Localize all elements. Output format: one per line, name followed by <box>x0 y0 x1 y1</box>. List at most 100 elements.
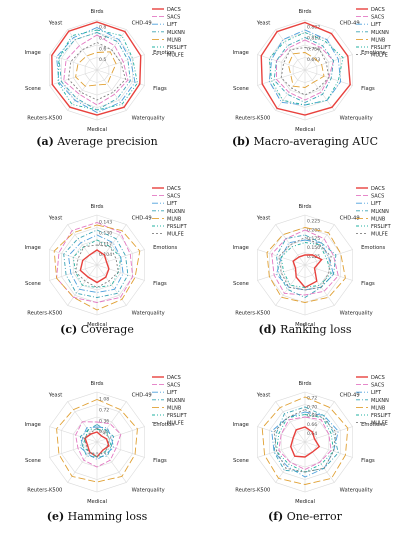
series-line-dacs <box>79 249 110 284</box>
axis-label: Birds <box>90 381 103 387</box>
series-line-mulfe <box>83 427 111 454</box>
series-line-mlnb <box>75 51 117 87</box>
axis-label: Scene <box>25 458 41 464</box>
grid-spoke <box>96 441 145 458</box>
ring-tick-label: 0.36 <box>99 418 109 424</box>
grid-spoke <box>96 54 145 71</box>
series-line-sacs <box>56 222 134 303</box>
grid-spoke <box>275 224 306 266</box>
axis-label: Reuters-K500 <box>27 116 62 122</box>
series-line-mulfe <box>280 47 330 96</box>
grid-spoke <box>304 441 353 458</box>
axis-label: Reuters-K500 <box>27 311 62 317</box>
grid-spoke <box>49 426 98 443</box>
axis-label: Waterquality <box>132 311 165 317</box>
axis-label: Scene <box>233 281 249 287</box>
legend-label: SACS <box>167 383 180 389</box>
legend-label: MULFE <box>167 232 184 238</box>
axis-label: Yeast <box>256 215 271 221</box>
radar-panel-5: 1.08 0.72 0.36 0.00 Birds CHD-49 Emotion Flags W… <box>25 375 188 523</box>
axis-label: Birds <box>298 9 311 15</box>
ring-tick-label: 0.72 <box>99 407 109 413</box>
series-line-sacs <box>75 421 122 468</box>
ring-tick-label: 0.882 <box>307 25 320 31</box>
grid-spoke <box>96 69 127 111</box>
axis-label: Scene <box>233 86 249 92</box>
legend-label: DACS <box>167 7 181 13</box>
series-line-mlnb <box>287 52 325 88</box>
ring-tick-label: 0.143 <box>99 220 112 226</box>
grid-spoke <box>304 249 353 266</box>
axis-label: Medical <box>87 499 107 505</box>
ring-tick-label: 0.150 <box>307 245 320 251</box>
grid-spoke <box>275 69 306 111</box>
panel-caption: (c) Coverage <box>60 323 134 336</box>
ring-tick-label: 0.117 <box>99 241 112 247</box>
ring-tick-label: 0.72 <box>307 395 317 401</box>
legend-label: MLKNN <box>371 398 389 404</box>
grid-spoke <box>257 54 306 71</box>
ring-tick-label: 0.104 <box>99 252 112 258</box>
series-line-mlknn <box>58 32 131 111</box>
axis-label: Medical <box>87 127 107 133</box>
axis-label: Reuters-K500 <box>235 488 270 494</box>
series-line-frslift <box>82 429 112 458</box>
legend-label: FRSLIFT <box>371 224 392 230</box>
series-line-lift <box>67 234 124 293</box>
grid-spoke <box>96 264 127 306</box>
axis-label: Emotions <box>361 50 385 56</box>
axis-label: Yeast <box>256 392 271 398</box>
legend-label: DACS <box>371 7 385 13</box>
grid-spoke <box>275 264 306 306</box>
grid-spoke <box>49 69 98 86</box>
axis-label: Flags <box>153 281 167 287</box>
series-line-frslift <box>280 242 332 288</box>
series-line-mlnb <box>56 399 138 483</box>
legend-label: LIFT <box>167 390 178 396</box>
axis-label: CHD-49 <box>132 215 152 221</box>
grid-spoke <box>304 29 335 71</box>
legend-label: MLKNN <box>167 30 185 36</box>
panel-caption: (a) Average precision <box>36 135 158 148</box>
grid-spoke <box>304 54 353 71</box>
grid-spoke <box>67 69 98 111</box>
grid-spoke <box>49 441 98 458</box>
radar-panel-2: 0.8820.8190.7560.693BirdsCHD-49EmotionsF… <box>232 7 392 148</box>
axis-label: Flags <box>153 86 167 92</box>
axis-label: Waterquality <box>132 116 165 122</box>
ring-tick-label: 1.08 <box>99 397 109 403</box>
caption-text: Coverage <box>77 323 134 336</box>
legend-label: FRSLIFT <box>371 413 392 419</box>
axis-label: Yeast <box>48 20 63 26</box>
legend-label: LIFT <box>371 22 382 28</box>
series-line-dacs <box>289 426 321 458</box>
series-line-frslift <box>72 239 122 288</box>
axis-label: Flags <box>361 86 375 92</box>
caption-text: One-error <box>283 510 342 523</box>
axis-label: Yeast <box>256 20 271 26</box>
radar-panel-3: 0.143 0.130 0.117 0.104 Birds CHD-49 Emotions F… <box>25 186 188 336</box>
legend-label: SACS <box>371 194 384 200</box>
axis-label: Image <box>25 422 41 428</box>
caption-text: Macro-averaging AUC <box>250 135 378 148</box>
grid-spoke <box>96 401 127 443</box>
grid-spoke <box>67 441 98 483</box>
caption-letter: (d) <box>258 323 276 336</box>
axis-label: Medical <box>295 499 315 505</box>
series-line-lift <box>275 239 335 291</box>
caption-text: Average precision <box>54 135 158 148</box>
legend-label: LIFT <box>371 201 382 207</box>
ring-tick-label: 0.225 <box>307 218 320 224</box>
series-line-mulfe <box>67 41 127 101</box>
ring-tick-label: 0.66 <box>307 422 317 428</box>
legend-label: DACS <box>167 375 181 381</box>
ring-tick-label: 0.00 <box>99 429 109 435</box>
legend-label: LIFT <box>371 390 382 396</box>
axis-label: Image <box>25 245 41 251</box>
axis-label: Image <box>233 422 249 428</box>
panel-caption: (e) Hamming loss <box>47 510 148 523</box>
caption-letter: (f) <box>268 510 283 523</box>
caption-letter: (e) <box>47 510 64 523</box>
